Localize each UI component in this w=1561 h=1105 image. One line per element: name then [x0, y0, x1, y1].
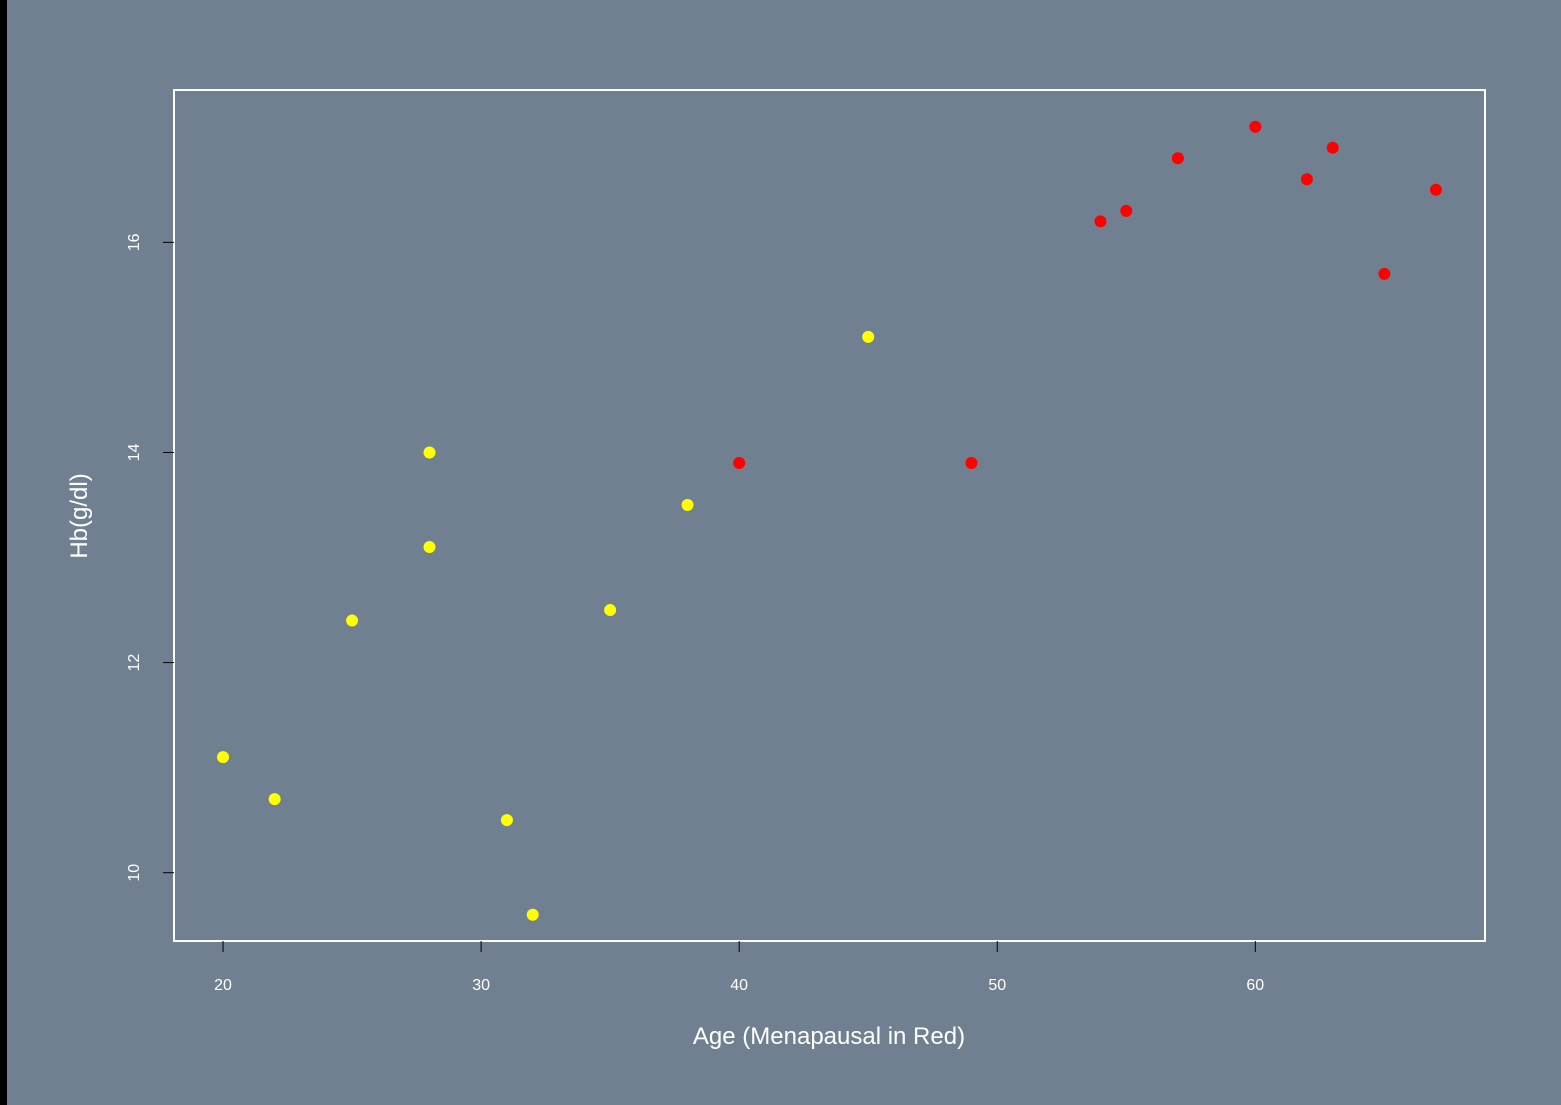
x-tick-label: 60 — [1246, 977, 1264, 994]
data-point — [423, 446, 436, 459]
y-tick-label: 10 — [126, 864, 143, 882]
y-tick-label: 14 — [126, 443, 143, 461]
x-tick-label: 40 — [730, 977, 748, 994]
data-point — [862, 330, 875, 343]
data-point — [500, 814, 513, 827]
data-point — [346, 614, 359, 627]
data-point — [1120, 204, 1133, 217]
chart-figure: 20 30 40 50 60 10 12 14 16 Age (Menapausal in R… — [7, 0, 1561, 1105]
data-point — [1378, 267, 1391, 280]
data-point — [733, 456, 746, 469]
data-point — [1300, 173, 1313, 186]
data-point — [1094, 215, 1107, 228]
data-point — [681, 498, 694, 511]
y-tick-label: 12 — [126, 654, 143, 672]
data-point — [1171, 152, 1184, 165]
data-point — [423, 541, 436, 554]
data-point — [1429, 183, 1442, 196]
data-point — [268, 793, 281, 806]
data-point — [217, 751, 230, 764]
y-axis-title: Hb(g/dl) — [66, 473, 93, 558]
x-tick-label: 20 — [214, 977, 232, 994]
data-point — [1326, 141, 1339, 154]
x-tick-label: 50 — [988, 977, 1006, 994]
y-axis: 10 12 14 16 — [126, 233, 174, 882]
x-axis-title: Age (Menapausal in Red) — [693, 1023, 965, 1050]
data-point — [965, 456, 978, 469]
data-point — [1249, 120, 1262, 133]
x-axis: 20 30 40 50 60 — [214, 941, 1264, 994]
data-points — [217, 120, 1442, 921]
x-tick-label: 30 — [472, 977, 490, 994]
data-point — [604, 604, 617, 617]
plot-box — [173, 89, 1486, 942]
scatter-chart: 20 30 40 50 60 10 12 14 16 Age (Menapausal in R… — [66, 89, 1486, 1050]
y-tick-label: 16 — [126, 233, 143, 251]
data-point — [526, 908, 539, 921]
